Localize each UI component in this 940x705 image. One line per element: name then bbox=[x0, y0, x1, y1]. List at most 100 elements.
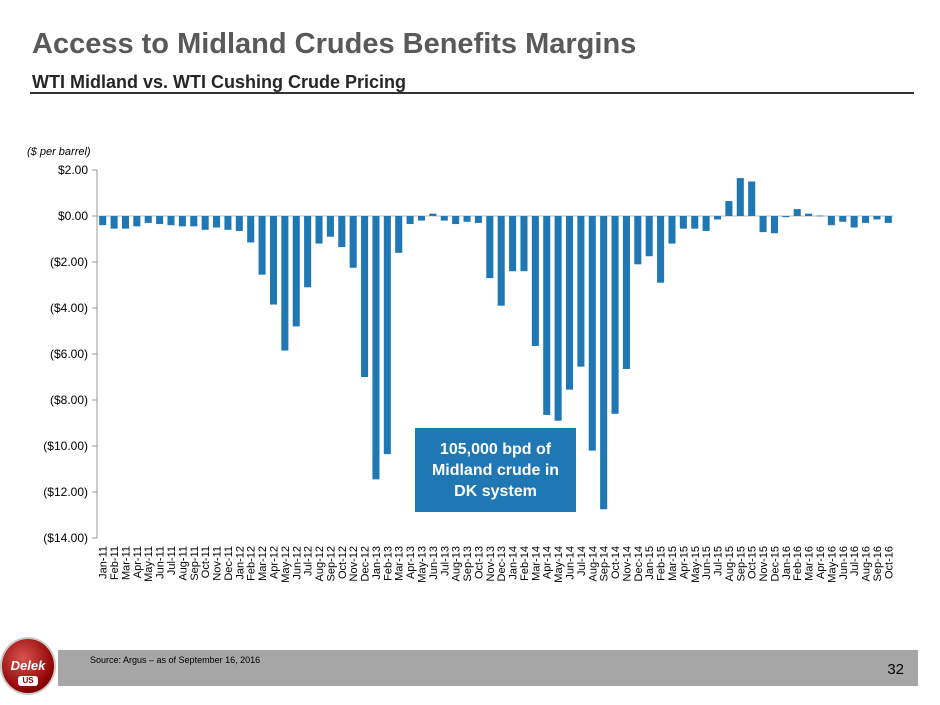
x-tick-label: Jun-14 bbox=[565, 546, 577, 580]
x-tick-label: Feb-11 bbox=[109, 546, 121, 580]
bar-Oct-16 bbox=[884, 216, 892, 223]
bar-May-14 bbox=[554, 216, 562, 421]
bar-Oct-11 bbox=[201, 216, 209, 230]
x-tick-label: Feb-16 bbox=[792, 546, 804, 581]
bar-Jun-13 bbox=[429, 213, 437, 216]
bar-Dec-11 bbox=[224, 216, 232, 230]
bar-Jun-16 bbox=[839, 216, 847, 222]
x-tick-label: Dec-13 bbox=[496, 546, 508, 581]
x-tick-label: Feb-14 bbox=[519, 546, 531, 581]
x-tick-label: Jun-11 bbox=[155, 546, 167, 579]
footer-bar bbox=[58, 650, 918, 686]
bar-Jul-16 bbox=[850, 216, 858, 228]
x-tick-label: Sep-12 bbox=[325, 546, 337, 581]
bar-Feb-12 bbox=[247, 216, 255, 243]
x-tick-label: Mar-14 bbox=[530, 546, 542, 581]
x-tick-label: Jul-12 bbox=[303, 546, 315, 576]
x-tick-label: Jul-13 bbox=[439, 546, 451, 576]
x-tick-label: Nov-11 bbox=[212, 546, 224, 581]
callout-box: 105,000 bpd of Midland crude in DK syste… bbox=[415, 428, 576, 512]
bar-Jan-16 bbox=[782, 216, 790, 218]
bar-Aug-16 bbox=[862, 216, 870, 223]
bar-Jul-13 bbox=[440, 216, 448, 221]
bar-Jan-13 bbox=[372, 216, 380, 480]
bar-Sep-15 bbox=[736, 178, 744, 216]
x-tick-label: Apr-13 bbox=[405, 546, 417, 579]
bar-Dec-14 bbox=[634, 216, 642, 265]
bar-Dec-12 bbox=[361, 216, 369, 377]
x-tick-label: Apr-12 bbox=[268, 546, 280, 579]
x-tick-label: Jun-15 bbox=[701, 546, 713, 580]
x-tick-label: Oct-12 bbox=[337, 546, 349, 579]
bar-Nov-12 bbox=[349, 216, 357, 268]
bar-Sep-16 bbox=[873, 216, 881, 220]
x-tick-label: Mar-16 bbox=[804, 546, 816, 581]
x-tick-label: Aug-13 bbox=[451, 546, 463, 581]
x-tick-label: Apr-16 bbox=[815, 546, 827, 579]
y-tick-label: $0.00 bbox=[58, 209, 88, 223]
x-tick-label: May-13 bbox=[416, 546, 428, 583]
bar-Jun-14 bbox=[565, 216, 574, 390]
x-tick-label: Jun-13 bbox=[428, 546, 440, 580]
x-tick-label: Dec-15 bbox=[769, 546, 781, 581]
x-tick-label: Jul-16 bbox=[849, 546, 861, 576]
bar-Sep-11 bbox=[190, 216, 198, 227]
bar-Jun-12 bbox=[292, 216, 300, 327]
bar-Sep-14 bbox=[600, 216, 608, 510]
x-tick-label: Dec-14 bbox=[633, 546, 645, 581]
x-tick-label: May-14 bbox=[553, 546, 565, 583]
bar-Apr-12 bbox=[269, 216, 278, 305]
bar-Aug-11 bbox=[178, 216, 186, 227]
x-tick-label: Jan-14 bbox=[508, 546, 520, 580]
x-tick-label: Jan-15 bbox=[644, 546, 656, 580]
x-tick-label: Feb-13 bbox=[382, 546, 394, 581]
x-axis-labels: Jan-11 Feb-11 Mar-11 Apr-11 May-11 Jun-11 Jul-… bbox=[98, 546, 896, 583]
bar-Jul-12 bbox=[304, 216, 312, 288]
x-tick-label: Oct-13 bbox=[473, 546, 485, 579]
bar-May-12 bbox=[281, 216, 289, 351]
x-tick-label: Mar-13 bbox=[394, 546, 406, 581]
x-tick-label: Sep-16 bbox=[872, 546, 884, 581]
bar-Jan-15 bbox=[645, 216, 653, 257]
y-tick-label: ($10.00) bbox=[43, 439, 88, 453]
bar-Aug-14 bbox=[588, 216, 596, 451]
x-tick-label: Jul-14 bbox=[576, 546, 588, 576]
x-tick-label: Aug-15 bbox=[724, 546, 736, 581]
bar-May-15 bbox=[691, 216, 699, 229]
bar-Nov-14 bbox=[622, 216, 630, 369]
bar-Mar-12 bbox=[258, 216, 266, 275]
x-tick-label: Sep-15 bbox=[735, 546, 747, 581]
bar-Aug-15 bbox=[725, 201, 733, 216]
title-divider bbox=[30, 92, 914, 94]
bar-Apr-16 bbox=[816, 215, 824, 217]
bar-May-16 bbox=[827, 216, 835, 226]
bar-Jan-11 bbox=[99, 216, 107, 226]
page-number: 32 bbox=[887, 661, 904, 678]
x-tick-label: Apr-11 bbox=[132, 546, 144, 578]
y-tick-label: ($14.00) bbox=[43, 531, 88, 545]
x-tick-label: Feb-15 bbox=[656, 546, 668, 581]
bar-Mar-15 bbox=[668, 216, 676, 244]
x-tick-label: Feb-12 bbox=[246, 546, 258, 581]
bar-Apr-14 bbox=[543, 216, 551, 415]
bar-Dec-15 bbox=[770, 216, 778, 234]
x-tick-label: Aug-11 bbox=[177, 546, 189, 581]
y-tick-label: ($12.00) bbox=[43, 485, 88, 499]
bar-Feb-16 bbox=[793, 209, 801, 216]
bar-Oct-15 bbox=[748, 181, 756, 216]
y-tick-label: $2.00 bbox=[58, 163, 88, 177]
bar-Jan-14 bbox=[509, 216, 517, 272]
x-tick-label: Oct-14 bbox=[610, 546, 622, 579]
bar-Oct-14 bbox=[611, 216, 619, 414]
x-tick-label: Aug-14 bbox=[587, 546, 599, 581]
x-tick-label: Jan-13 bbox=[371, 546, 383, 580]
x-tick-label: Apr-14 bbox=[542, 546, 554, 579]
y-tick-label: ($4.00) bbox=[50, 301, 88, 315]
bar-Jul-11 bbox=[167, 216, 175, 226]
bar-Mar-14 bbox=[531, 216, 539, 346]
bar-Oct-12 bbox=[338, 216, 346, 248]
x-tick-label: Jan-11 bbox=[98, 546, 110, 579]
x-tick-label: Jul-15 bbox=[713, 546, 725, 576]
bar-Feb-14 bbox=[520, 216, 528, 272]
x-tick-label: Aug-16 bbox=[861, 546, 873, 581]
